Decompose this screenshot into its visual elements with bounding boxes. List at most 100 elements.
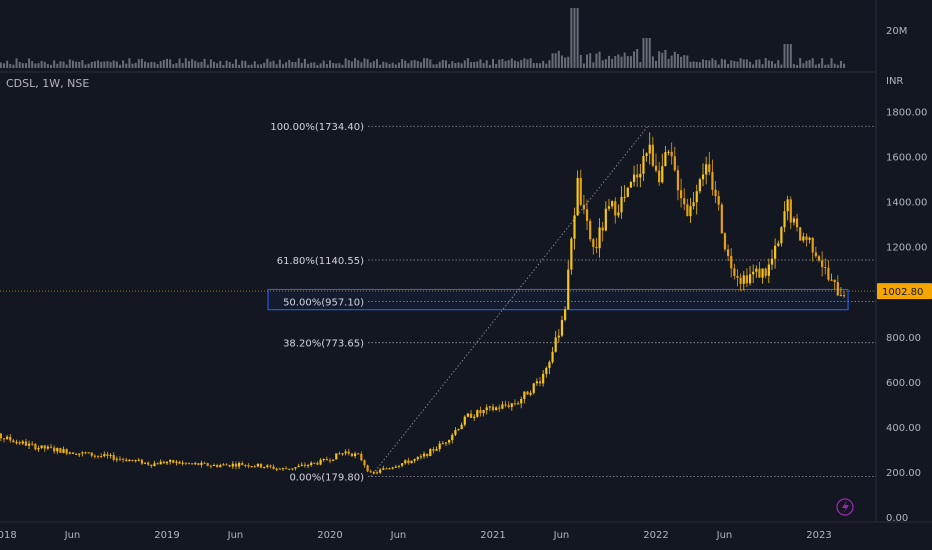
volume-bar <box>463 60 466 68</box>
volume-bar <box>404 60 407 68</box>
volume-bar <box>388 63 391 68</box>
candle-body <box>269 465 272 467</box>
support-zone[interactable] <box>267 288 849 311</box>
candle-body <box>620 196 623 213</box>
fib-level-label: 50.00%(957.10) <box>283 297 364 308</box>
volume-bar <box>397 62 400 68</box>
candle-body <box>281 468 285 470</box>
candle-body <box>272 466 275 469</box>
volume-bar <box>664 49 667 68</box>
volume-bar <box>739 58 742 68</box>
candle-body <box>551 351 554 363</box>
candle-body <box>692 202 695 207</box>
volume-bar <box>297 58 300 68</box>
volume-bar <box>65 64 68 68</box>
candle-body <box>510 403 513 407</box>
candle-body <box>720 204 723 234</box>
volume-bar <box>81 59 84 68</box>
price-tag-label: 1002.80 <box>882 287 923 298</box>
volume-bar <box>460 63 463 68</box>
candle-body <box>441 443 444 445</box>
y-tick-label: 400.00 <box>886 423 921 434</box>
volume-bar <box>131 63 134 68</box>
candle-body <box>344 451 347 454</box>
volume-bar <box>517 61 520 68</box>
volume-bar <box>216 63 219 68</box>
volume-bar <box>470 62 473 68</box>
candle-body <box>391 467 394 469</box>
volume-bar <box>545 63 548 68</box>
candle-body <box>128 459 131 462</box>
volume-bar <box>213 61 216 68</box>
volume-bar <box>203 58 206 68</box>
candle-body <box>37 447 40 450</box>
volume-bar <box>122 60 125 68</box>
candle-body <box>748 274 752 284</box>
candle-body <box>59 448 62 453</box>
candle-body <box>491 406 495 411</box>
volume-bar <box>307 63 310 68</box>
candle-body <box>563 309 567 320</box>
volume-bar <box>118 64 121 68</box>
candle-body <box>397 465 401 467</box>
volume-bar <box>369 62 372 68</box>
candle-body <box>579 177 582 205</box>
volume-bar <box>413 60 416 68</box>
volume-bar <box>633 51 636 68</box>
volume-bar <box>3 63 5 68</box>
candle-body <box>708 164 711 173</box>
volume-bar <box>789 44 792 68</box>
candle-body <box>498 407 501 409</box>
volume-bar <box>109 61 112 68</box>
candle-body <box>683 198 686 205</box>
volume-bar <box>300 62 303 68</box>
volume-bar <box>234 59 237 68</box>
volume-bar <box>542 60 545 68</box>
candle-body <box>109 455 112 457</box>
candle-body <box>617 212 620 216</box>
candle-body <box>802 236 805 241</box>
candle-body <box>438 443 441 450</box>
candle-body <box>611 201 614 207</box>
candle-body <box>726 249 730 256</box>
volume-bar <box>451 61 454 68</box>
volume-bar <box>651 56 654 68</box>
candle-body <box>404 460 407 464</box>
volume-bar <box>263 62 266 68</box>
candle-body <box>601 227 604 231</box>
volume-bar <box>209 59 212 68</box>
candle-body <box>451 434 454 441</box>
candle-body <box>516 403 520 405</box>
fibonacci-retracement[interactable]: 100.00%(1734.40) 61.80%(1140.55) 50.00%(95… <box>270 122 876 483</box>
volume-bar <box>717 64 720 68</box>
volume-bar <box>200 61 203 68</box>
volume-bar <box>711 58 714 68</box>
candle-body <box>444 442 448 444</box>
candle-body <box>84 452 87 454</box>
time-axis: 2018 Jun 2019 Jun 2020 Jun 2021 Jun 2022 Jun 2023 <box>0 530 832 541</box>
volume-bar <box>250 64 253 68</box>
volume-bar <box>839 60 842 68</box>
volume-bar <box>730 60 733 68</box>
volume-bar <box>53 60 56 68</box>
candle-body <box>542 373 545 384</box>
candle-body <box>736 275 739 278</box>
volume-bar <box>617 54 620 68</box>
volume-bar <box>689 61 692 68</box>
volume-bar <box>683 55 686 68</box>
candle-body <box>774 245 777 259</box>
candle-body <box>582 204 586 210</box>
volume-bar <box>6 60 9 68</box>
lightning-icon[interactable] <box>836 498 854 516</box>
volume-bar <box>228 61 231 68</box>
volume-bar <box>827 64 830 68</box>
volume-bar <box>752 64 755 68</box>
candle-body <box>632 174 636 183</box>
volume-bar <box>532 62 535 68</box>
volume-bar <box>178 58 181 68</box>
candle-body <box>353 453 357 457</box>
candle-body <box>589 221 592 240</box>
volume-bar <box>385 62 388 68</box>
volume-bar <box>830 58 833 68</box>
